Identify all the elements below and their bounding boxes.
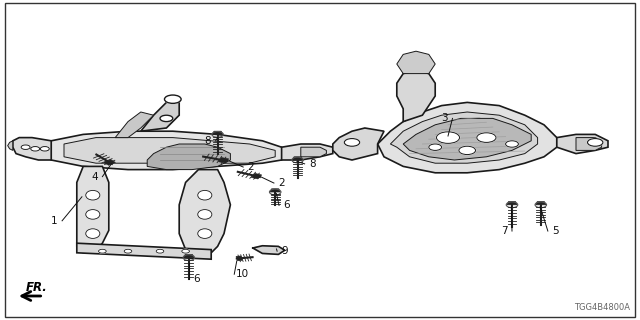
Circle shape bbox=[477, 133, 496, 142]
Text: TGG4B4800A: TGG4B4800A bbox=[575, 303, 630, 312]
Circle shape bbox=[588, 139, 603, 146]
Polygon shape bbox=[557, 134, 608, 154]
Polygon shape bbox=[270, 189, 280, 192]
Text: FR.: FR. bbox=[26, 281, 47, 294]
Polygon shape bbox=[51, 131, 288, 170]
Text: 7: 7 bbox=[501, 226, 508, 236]
Ellipse shape bbox=[198, 190, 212, 200]
Ellipse shape bbox=[86, 229, 100, 238]
Circle shape bbox=[156, 249, 164, 253]
Polygon shape bbox=[141, 96, 179, 131]
Polygon shape bbox=[147, 144, 230, 170]
Text: 6: 6 bbox=[284, 200, 290, 211]
Circle shape bbox=[436, 132, 460, 143]
Polygon shape bbox=[13, 138, 51, 160]
Text: 3: 3 bbox=[442, 113, 448, 124]
Circle shape bbox=[160, 115, 173, 122]
Polygon shape bbox=[8, 141, 13, 150]
Polygon shape bbox=[218, 157, 228, 163]
Ellipse shape bbox=[86, 210, 100, 219]
Text: 1: 1 bbox=[51, 216, 58, 226]
Polygon shape bbox=[378, 102, 557, 173]
Polygon shape bbox=[104, 160, 115, 165]
Polygon shape bbox=[252, 173, 262, 179]
Polygon shape bbox=[115, 112, 154, 138]
Text: 10: 10 bbox=[236, 269, 248, 279]
Polygon shape bbox=[397, 70, 435, 122]
Polygon shape bbox=[536, 202, 546, 205]
Polygon shape bbox=[507, 202, 517, 205]
Polygon shape bbox=[212, 131, 223, 134]
Circle shape bbox=[344, 139, 360, 146]
Polygon shape bbox=[253, 246, 285, 254]
Text: 6: 6 bbox=[193, 274, 200, 284]
Circle shape bbox=[21, 145, 30, 149]
Circle shape bbox=[429, 144, 442, 150]
Polygon shape bbox=[292, 157, 303, 160]
Circle shape bbox=[182, 249, 189, 253]
Text: 5: 5 bbox=[552, 226, 559, 236]
Polygon shape bbox=[333, 128, 384, 160]
Text: 2: 2 bbox=[278, 178, 285, 188]
Circle shape bbox=[99, 249, 106, 253]
Text: 8: 8 bbox=[205, 136, 211, 146]
Circle shape bbox=[506, 141, 518, 147]
Polygon shape bbox=[184, 254, 194, 258]
Circle shape bbox=[40, 147, 49, 151]
Polygon shape bbox=[179, 170, 230, 256]
Polygon shape bbox=[390, 112, 538, 163]
Polygon shape bbox=[576, 138, 602, 150]
Polygon shape bbox=[301, 147, 326, 157]
Circle shape bbox=[164, 95, 181, 103]
Circle shape bbox=[31, 147, 40, 151]
Text: 9: 9 bbox=[282, 246, 288, 256]
Ellipse shape bbox=[198, 229, 212, 238]
Polygon shape bbox=[64, 138, 275, 163]
Polygon shape bbox=[403, 118, 531, 160]
Text: 8: 8 bbox=[309, 159, 316, 169]
Ellipse shape bbox=[86, 190, 100, 200]
Polygon shape bbox=[77, 166, 109, 253]
Text: 4: 4 bbox=[92, 172, 98, 182]
Polygon shape bbox=[282, 144, 333, 160]
Circle shape bbox=[124, 249, 132, 253]
Text: 2: 2 bbox=[248, 162, 254, 172]
Polygon shape bbox=[397, 51, 435, 74]
Ellipse shape bbox=[198, 210, 212, 219]
Polygon shape bbox=[77, 243, 211, 259]
Circle shape bbox=[459, 146, 476, 155]
Polygon shape bbox=[236, 256, 243, 261]
